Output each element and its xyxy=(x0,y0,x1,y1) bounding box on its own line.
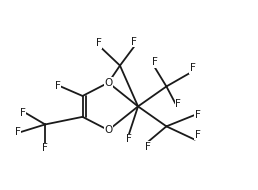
Text: F: F xyxy=(42,143,48,154)
Text: F: F xyxy=(126,134,132,144)
Text: F: F xyxy=(146,142,151,152)
Text: F: F xyxy=(152,57,158,67)
Text: F: F xyxy=(175,99,181,108)
Text: F: F xyxy=(20,108,26,118)
Text: O: O xyxy=(104,125,112,135)
Text: F: F xyxy=(55,82,61,91)
Text: F: F xyxy=(96,38,102,48)
Text: F: F xyxy=(195,130,201,140)
Text: F: F xyxy=(15,127,21,137)
Text: F: F xyxy=(190,63,196,73)
Text: F: F xyxy=(195,110,201,120)
Text: F: F xyxy=(131,36,137,47)
Text: O: O xyxy=(104,78,112,88)
